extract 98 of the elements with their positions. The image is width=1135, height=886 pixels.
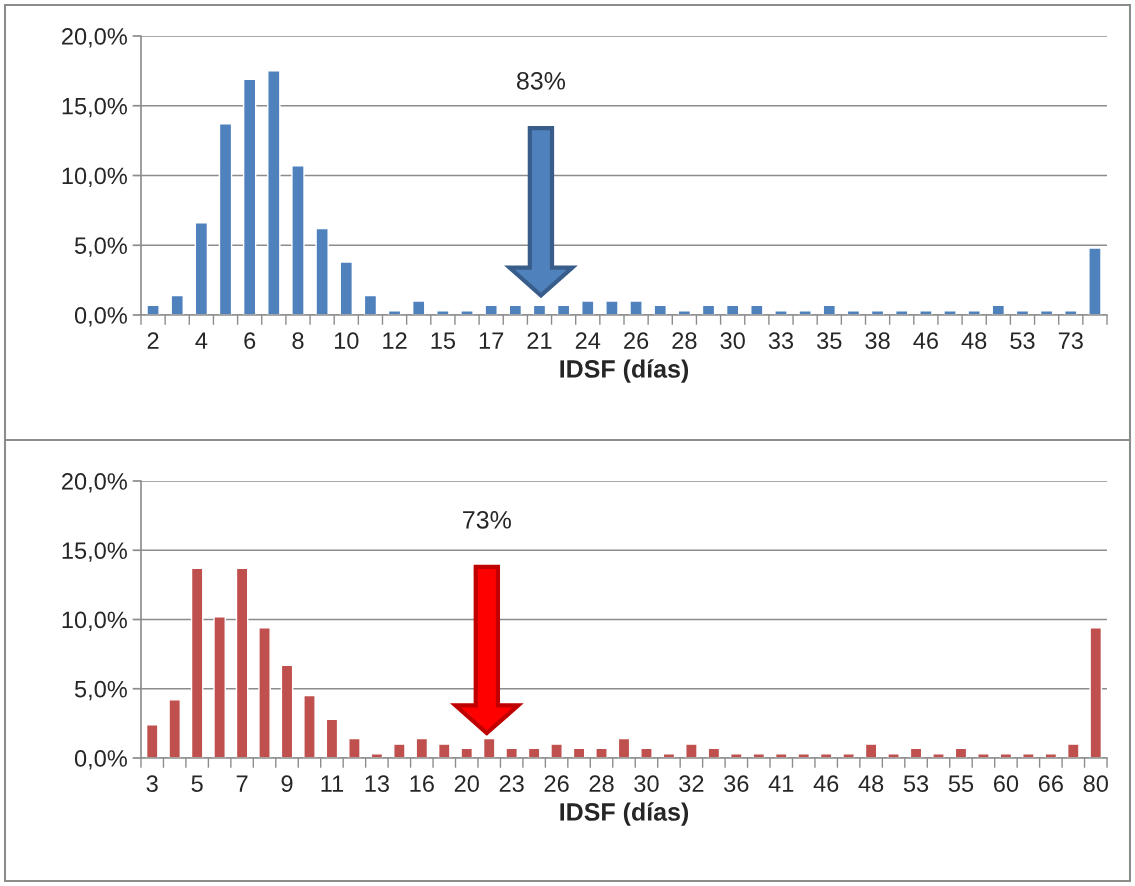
x-tick-label: 38 <box>865 332 890 350</box>
bar <box>1066 743 1080 758</box>
bar <box>258 627 271 758</box>
bar <box>348 737 361 758</box>
y-tick-label: 0,0% <box>74 307 127 327</box>
bar <box>146 304 160 315</box>
bar <box>168 699 182 758</box>
y-tick-label: 15,0% <box>62 97 127 118</box>
bar <box>303 694 316 758</box>
y-tick-label: 10,0% <box>62 167 127 188</box>
bar <box>213 616 226 758</box>
bar <box>190 567 204 758</box>
bar <box>460 747 474 758</box>
x-tick-label: 73 <box>1058 332 1083 350</box>
bar <box>629 300 643 315</box>
x-axis-title: IDSF (días) <box>560 359 689 383</box>
x-tick-label: 28 <box>589 775 614 793</box>
bar <box>1088 247 1102 315</box>
bar <box>218 123 233 315</box>
bar <box>750 304 764 315</box>
bar <box>363 294 378 315</box>
bar <box>170 294 184 315</box>
x-tick-label: 20 <box>454 775 479 793</box>
x-tick-label: 28 <box>672 332 697 350</box>
bar <box>595 747 608 758</box>
bar <box>864 743 878 758</box>
y-tick-label: 20,0% <box>62 28 127 48</box>
x-tick-label: 26 <box>624 332 649 350</box>
bar <box>291 165 305 315</box>
x-tick-label: 21 <box>527 332 552 349</box>
x-tick-label: 9 <box>281 775 293 793</box>
x-tick-label: 53 <box>903 775 929 793</box>
annotation: 73% <box>463 510 511 529</box>
bar <box>482 737 496 758</box>
bar <box>145 724 159 758</box>
x-tick-label: 12 <box>383 332 407 349</box>
x-tick-label: 32 <box>679 775 704 793</box>
x-tick-label: 11 <box>321 775 344 792</box>
x-tick-label: 6 <box>244 332 256 350</box>
x-tick-label: 48 <box>858 775 884 793</box>
bar <box>339 261 354 315</box>
x-tick-label: 46 <box>813 775 839 793</box>
x-tick-label: 48 <box>961 332 987 350</box>
x-tick-label: 7 <box>236 775 248 792</box>
x-tick-label: 8 <box>292 332 304 350</box>
x-tick-label: 24 <box>575 332 601 349</box>
x-tick-label: 15 <box>431 332 456 350</box>
x-tick-label: 26 <box>544 775 569 793</box>
x-tick-label: 30 <box>720 332 745 350</box>
y-tick-label: 10,0% <box>62 611 127 632</box>
bar <box>617 737 631 758</box>
x-tick-label: 30 <box>634 775 659 793</box>
bar <box>581 300 595 315</box>
x-tick-label: 55 <box>948 775 974 793</box>
y-tick-label: 15,0% <box>62 542 127 562</box>
x-tick-label: 3 <box>146 775 158 793</box>
x-tick-label: 66 <box>1038 775 1063 793</box>
bar <box>415 737 429 758</box>
x-tick-label: 60 <box>993 775 1019 793</box>
bar <box>325 718 339 758</box>
x-tick-label: 4 <box>195 332 208 349</box>
x-tick-label: 2 <box>147 332 159 349</box>
annotation: 83% <box>516 71 566 90</box>
bar <box>550 743 563 758</box>
y-tick-label: 5,0% <box>74 680 127 701</box>
x-tick-label: 17 <box>479 332 504 349</box>
x-tick-label: 53 <box>1010 332 1035 350</box>
bar <box>653 304 667 315</box>
x-tick-label: 5 <box>191 775 203 793</box>
y-tick-label: 5,0% <box>74 237 127 257</box>
y-tick-label: 0,0% <box>74 750 127 770</box>
bar <box>194 222 209 315</box>
x-tick-label: 23 <box>499 775 524 793</box>
x-tick-label: 41 <box>768 775 794 792</box>
bar <box>315 227 329 315</box>
x-tick-label: 35 <box>817 332 842 350</box>
x-tick-label: 80 <box>1083 775 1108 793</box>
bar <box>242 78 257 315</box>
x-tick-label: 16 <box>410 775 434 793</box>
bar <box>640 747 653 758</box>
x-tick-label: 36 <box>724 775 749 793</box>
x-tick-label: 46 <box>913 332 938 350</box>
bar <box>1089 627 1103 758</box>
x-tick-label: 33 <box>768 332 794 350</box>
bar <box>411 300 426 315</box>
bar <box>505 747 518 758</box>
x-axis-title: IDSF (días) <box>560 802 689 826</box>
bar <box>484 304 498 315</box>
bar <box>685 743 698 758</box>
y-tick-label: 20,0% <box>62 473 127 493</box>
x-tick-label: 13 <box>365 775 389 793</box>
bar <box>280 664 294 758</box>
bar <box>605 300 619 315</box>
bar <box>267 70 281 315</box>
x-tick-label: 10 <box>334 332 359 350</box>
bar <box>437 743 451 758</box>
bar <box>235 567 249 758</box>
bar <box>393 743 406 758</box>
